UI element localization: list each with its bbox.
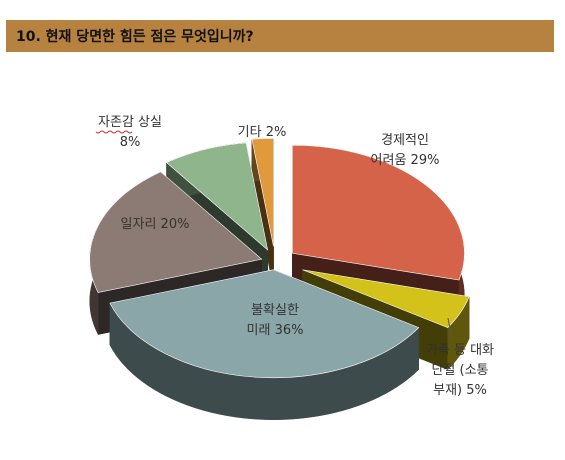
- pie-slice: [89, 171, 263, 293]
- leader-line: [447, 317, 453, 341]
- data-label: 자존감 상실: [98, 115, 162, 130]
- pie-slice: [302, 269, 470, 328]
- data-label: 가족 등 대화: [426, 343, 494, 358]
- pie-slice: [165, 142, 269, 251]
- data-label: 불확실한: [251, 303, 299, 318]
- data-label: 8%: [120, 135, 141, 150]
- pie-slice: [109, 269, 420, 379]
- data-label: 부재) 5%: [433, 383, 487, 398]
- data-label: 기타 2%: [238, 125, 287, 140]
- data-label: 일자리 20%: [121, 217, 190, 232]
- pie-slice: [292, 144, 465, 281]
- data-label: 경제적인: [381, 133, 429, 148]
- spellcheck-underline: [95, 130, 133, 134]
- data-label: 어려움 29%: [371, 153, 440, 168]
- data-label: 단절 (소통: [431, 363, 488, 378]
- data-label: 미래 36%: [247, 323, 304, 338]
- page-title: 10. 현재 당면한 힘든 점은 무엇입니까?: [16, 29, 254, 45]
- pie-slice: [251, 138, 274, 247]
- header-bar: 10. 현재 당면한 힘든 점은 무엇입니까?: [6, 20, 554, 52]
